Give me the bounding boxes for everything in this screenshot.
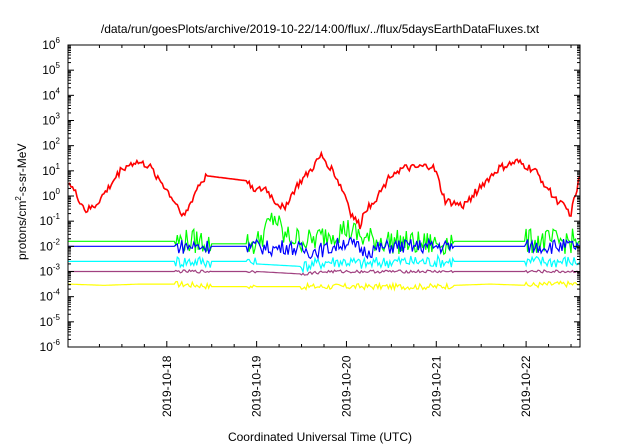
x-tick-label: 2019-10-22 [519, 355, 533, 417]
y-tick-label: 100 [42, 187, 60, 203]
series-line-4 [68, 269, 580, 276]
y-tick-label: 10-1 [40, 212, 61, 228]
x-tick-label: 2019-10-21 [429, 355, 443, 417]
x-tick-label: 2019-10-20 [339, 355, 353, 417]
series-line-1 [68, 253, 580, 275]
series-line-0 [68, 279, 580, 292]
series-line-3 [68, 236, 580, 260]
y-tick-label: 10-5 [40, 313, 61, 329]
chart-title: /data/run/goesPlots/archive/2019-10-22/1… [100, 22, 540, 36]
y-tick-label: 103 [42, 112, 60, 128]
x-axis-label: Coordinated Universal Time (UTC) [227, 430, 413, 444]
y-tick-label: 101 [42, 162, 60, 178]
y-tick-label: 105 [42, 61, 60, 77]
y-tick-label: 102 [42, 137, 60, 153]
plot-frame [67, 44, 581, 348]
x-tick-label: 2019-10-18 [160, 355, 174, 417]
y-tick-label: 10-4 [40, 288, 61, 304]
x-tick-label: 2019-10-19 [250, 355, 264, 417]
y-tick-label: 10-2 [40, 237, 61, 253]
y-tick-label: 104 [42, 86, 60, 102]
y-tick-label: 10-6 [40, 338, 61, 354]
series-line-5 [68, 150, 580, 230]
y-tick-label: 106 [42, 36, 60, 52]
y-tick-label: 10-3 [40, 263, 61, 279]
